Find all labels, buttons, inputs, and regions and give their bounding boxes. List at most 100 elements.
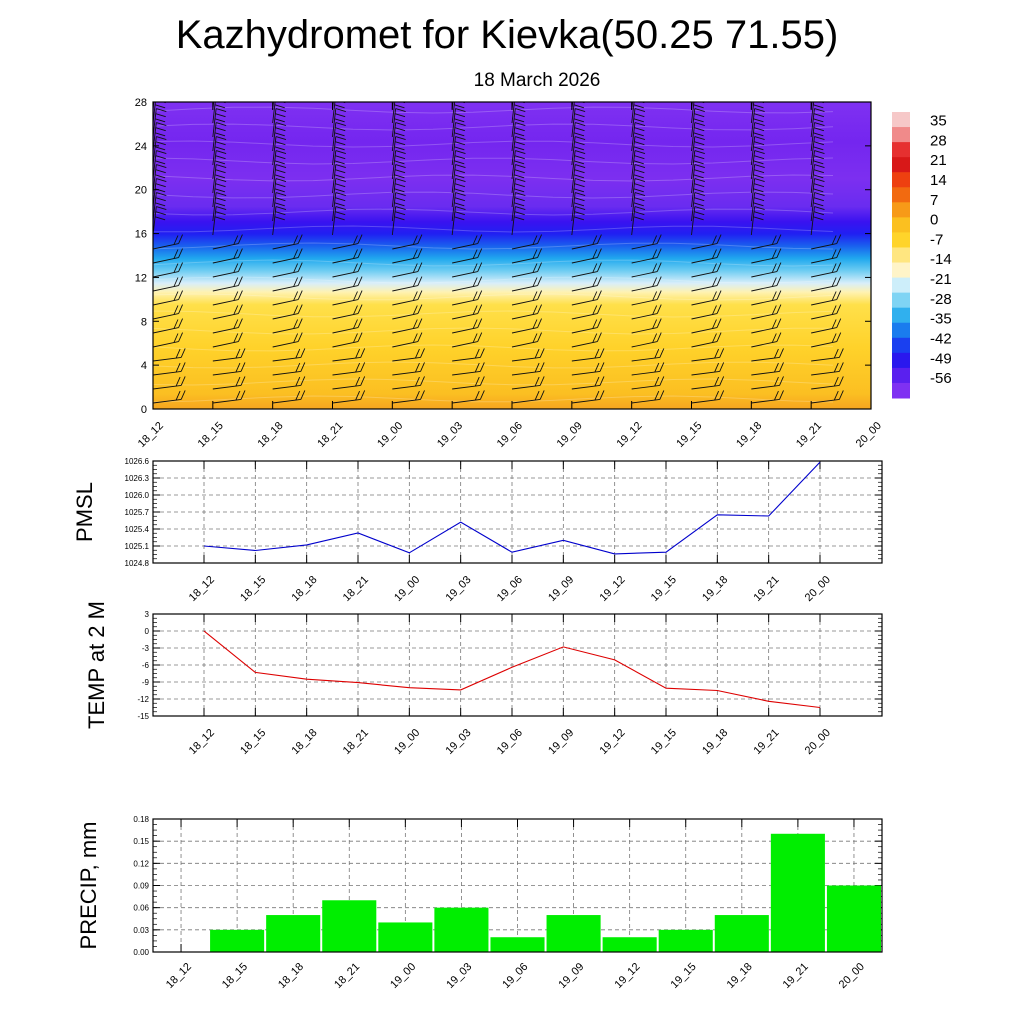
- wind-barb-flag: [694, 178, 705, 182]
- colorbar-label: -14: [930, 251, 952, 268]
- wind-barb-flag: [477, 318, 483, 328]
- wind-barb-flag: [599, 376, 605, 386]
- colorbar-swatch: [892, 157, 910, 173]
- wind-barb-flag: [754, 192, 765, 196]
- wind-barb-flag: [357, 276, 363, 286]
- wind-barb-flag: [513, 160, 525, 165]
- wind-barb-flag: [472, 235, 478, 245]
- wind-barb-flag: [396, 81, 406, 84]
- x-tick-label: 19_18: [700, 727, 730, 757]
- colorbar-label: 0: [930, 212, 938, 229]
- wind-barb-flag: [712, 291, 717, 301]
- wind-barb-flag: [539, 362, 545, 372]
- wind-barb: [631, 178, 636, 208]
- wind-barb-flag: [594, 348, 600, 359]
- colorbar-label: -7: [930, 231, 943, 248]
- wind-barb: [212, 122, 217, 152]
- wind-barb: [212, 178, 217, 208]
- wind-barb: [391, 164, 397, 194]
- wind-barb: [750, 150, 756, 180]
- wind-barb-flag: [537, 304, 542, 314]
- colorbar-swatch: [892, 307, 910, 324]
- wind-barb: [391, 122, 397, 152]
- wind-barb-flag: [275, 141, 286, 146]
- y-tick-label: 1026.6: [125, 457, 150, 466]
- colorbar-swatch: [892, 292, 910, 309]
- wind-barb-flag: [754, 136, 765, 140]
- wind-barb-flag: [776, 304, 782, 314]
- wind-barb-flag: [754, 206, 765, 210]
- wind-barb-flag: [513, 118, 525, 123]
- x-tick-label: 19_09: [546, 574, 576, 604]
- wind-barb-flag: [412, 333, 418, 343]
- wind-barb-flag: [178, 332, 183, 342]
- wind-barb-flag: [754, 178, 765, 182]
- y-axis-label: TEMP at 2 M: [84, 601, 109, 729]
- wind-barb-flag: [654, 390, 660, 401]
- wind-barb-flag: [836, 304, 842, 314]
- wind-barb: [272, 102, 274, 110]
- wind-barb-flag: [716, 304, 722, 314]
- wind-barb-flag: [831, 319, 837, 329]
- wind-barb-flag: [656, 234, 662, 244]
- wind-barb-flag: [633, 188, 644, 193]
- x-tick-label: 18_15: [196, 420, 226, 450]
- wind-barb-flag: [831, 291, 837, 301]
- wind-barb-flag: [395, 192, 406, 196]
- wind-barb-flag: [694, 183, 705, 188]
- wind-barb: [810, 192, 815, 222]
- wind-barb-flag: [173, 235, 179, 245]
- wind-barb-flag: [813, 211, 825, 216]
- x-tick-label: 19_09: [556, 961, 586, 991]
- wind-barb-flag: [175, 362, 181, 373]
- wind-barb-flag: [394, 202, 405, 207]
- wind-barb-flag: [753, 118, 764, 123]
- wind-barb-flag: [836, 262, 842, 272]
- wind-barb-flag: [334, 188, 345, 193]
- wind-barb-flag: [652, 291, 658, 301]
- wind-barb: [571, 178, 576, 208]
- wind-barb: [332, 108, 337, 138]
- wind-barb-flag: [454, 118, 465, 123]
- wind-barb-flag: [156, 122, 167, 126]
- wind-barb-flag: [355, 348, 361, 359]
- wind-barb-flag: [592, 291, 598, 301]
- wind-barb-flag: [814, 178, 825, 182]
- wind-barb: [750, 136, 756, 166]
- wind-barb-flag: [395, 122, 406, 126]
- wind-barb-flag: [813, 169, 825, 174]
- wind-barb: [571, 136, 576, 166]
- wind-barb-flag: [596, 318, 602, 328]
- y-tick-label: -12: [137, 695, 149, 704]
- wind-barb-flag: [771, 277, 777, 287]
- y-tick-label: 12: [135, 272, 147, 284]
- wind-barb-flag: [836, 248, 842, 258]
- wind-barb-flag: [455, 150, 466, 154]
- wind-barb-flag: [779, 362, 784, 372]
- wind-barb: [451, 102, 454, 110]
- x-tick-label: 19_12: [597, 727, 627, 757]
- wind-barb-flag: [633, 146, 644, 151]
- wind-barb-flag: [592, 263, 598, 273]
- wind-barb-flag: [695, 95, 705, 98]
- wind-barb-flag: [233, 319, 239, 329]
- wind-barb-flag: [693, 202, 704, 207]
- wind-barb-flag: [297, 262, 303, 272]
- x-tick-label: 18_18: [289, 727, 319, 757]
- wind-barb-flag: [293, 277, 299, 287]
- x-tick-label: 19_12: [614, 420, 644, 450]
- wind-barb-flag: [532, 333, 538, 343]
- wind-barb-flag: [574, 197, 585, 202]
- wind-barb-flag: [214, 216, 226, 221]
- x-tick-label: 19_21: [781, 961, 811, 991]
- wind-barb-flag: [335, 108, 346, 112]
- wind-barb-flag: [454, 91, 464, 94]
- wind-barb-flag: [395, 86, 405, 89]
- y-tick-label: 28: [135, 97, 147, 109]
- wind-barb-flag: [574, 141, 585, 146]
- wind-barb-flag: [712, 333, 717, 343]
- wind-barb: [631, 150, 636, 180]
- wind-barb-flag: [814, 192, 825, 196]
- wind-barb: [332, 122, 337, 152]
- wind-barb-flag: [474, 376, 480, 387]
